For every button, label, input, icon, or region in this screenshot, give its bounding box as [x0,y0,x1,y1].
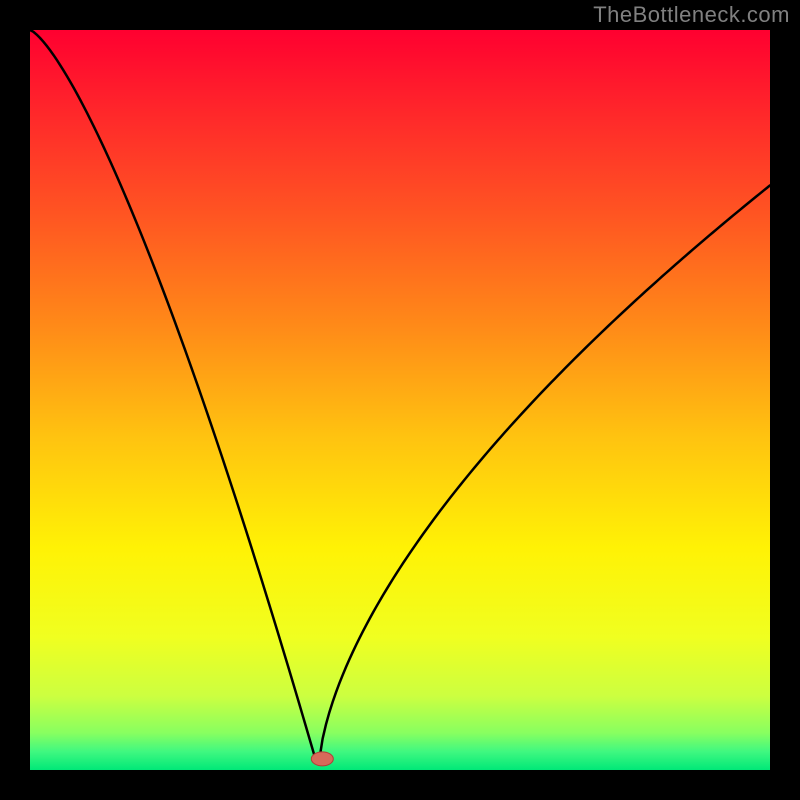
plot-background [30,30,770,770]
chart-svg [0,0,800,800]
watermark-text: TheBottleneck.com [593,2,790,28]
stage: TheBottleneck.com [0,0,800,800]
optimal-point-marker [311,752,333,766]
